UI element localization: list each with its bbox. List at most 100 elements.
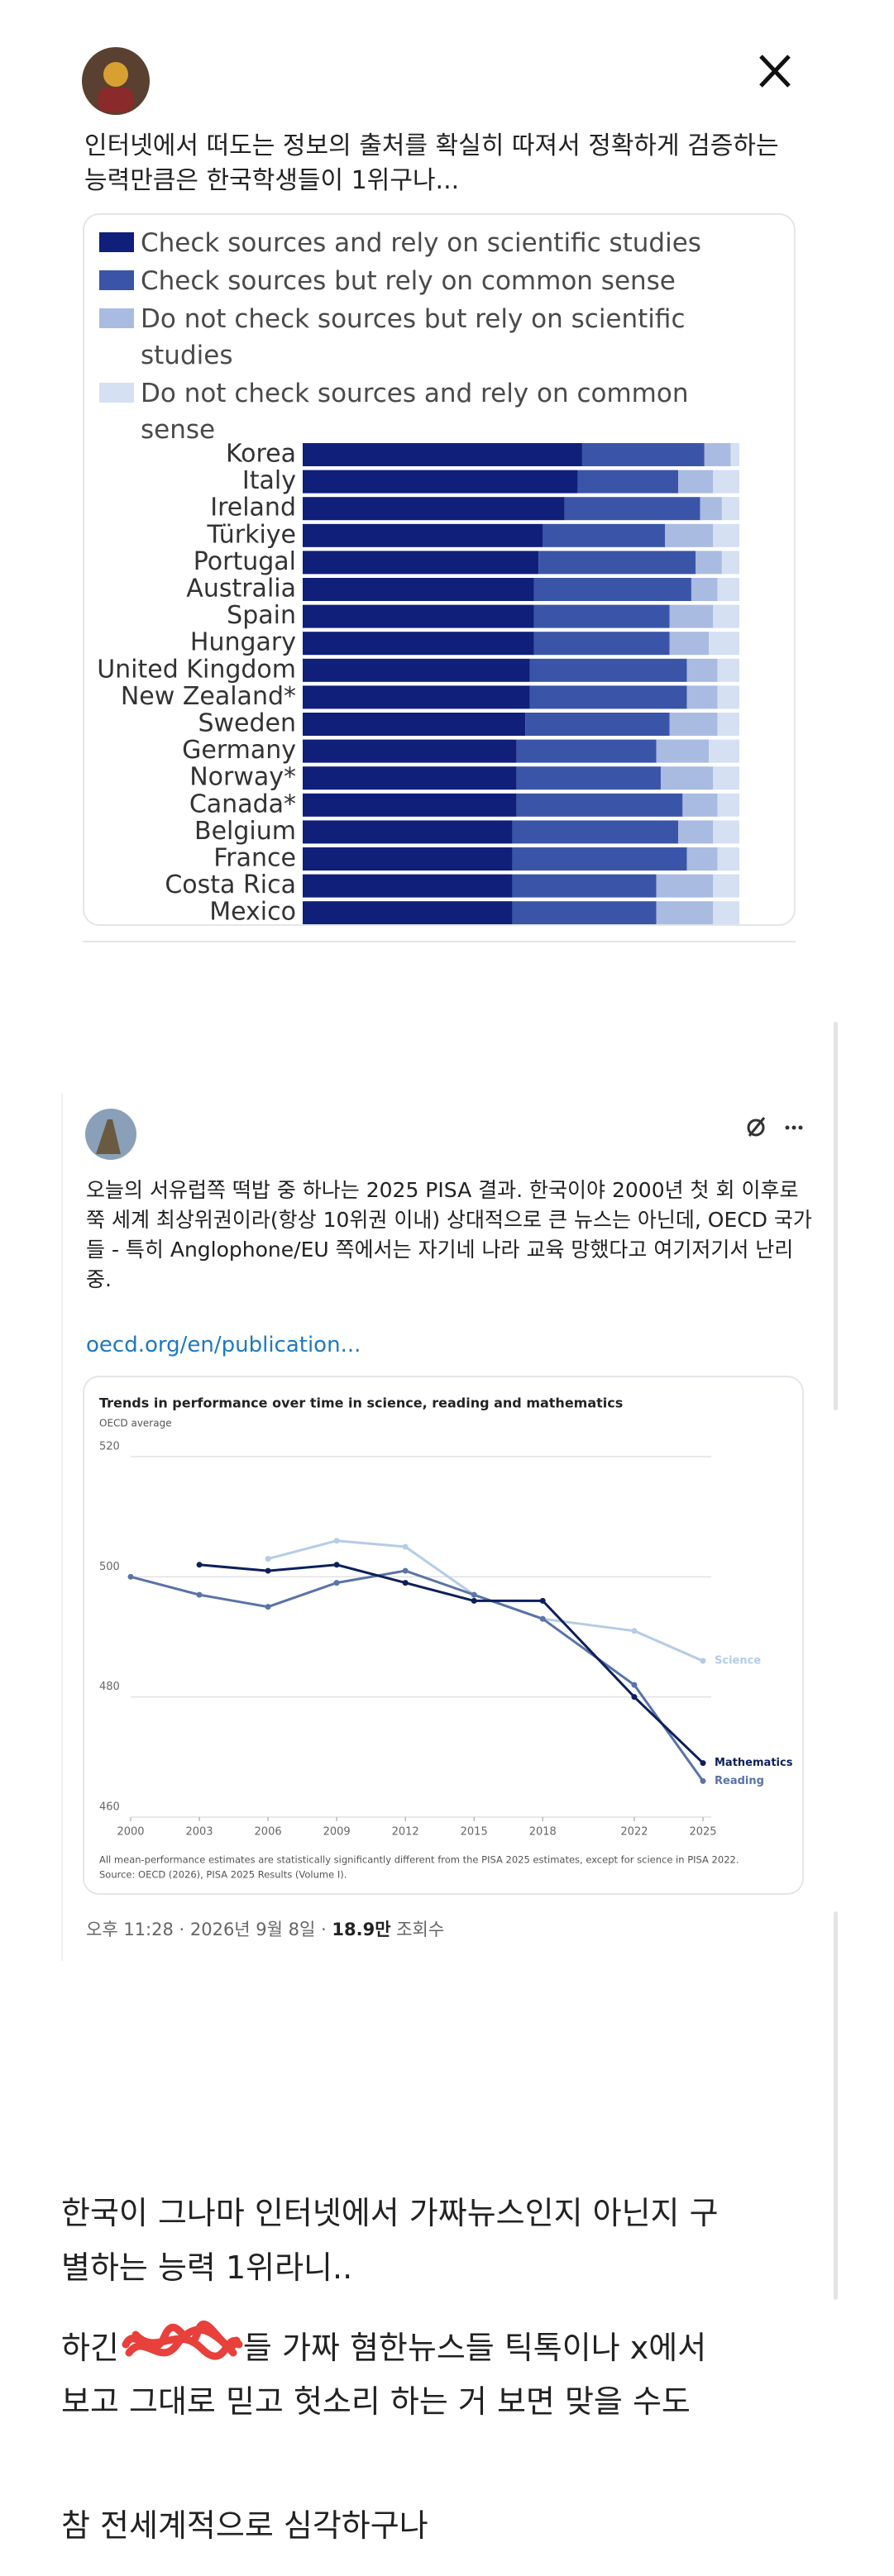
bar-segment <box>669 632 710 656</box>
series-line <box>130 1569 705 1782</box>
bar-segment <box>682 793 718 817</box>
bar-segment <box>717 713 739 736</box>
category-label: Canada* <box>189 789 296 818</box>
bar-segment <box>691 578 718 601</box>
bar-segment <box>713 766 739 790</box>
point <box>631 1694 638 1701</box>
legend-swatch <box>99 308 134 328</box>
point <box>333 1580 340 1586</box>
body-text: 들 가짜 혐한뉴스들 틱톡이나 x에서 <box>242 2329 707 2366</box>
series-label: Science <box>715 1655 761 1667</box>
point <box>700 1658 706 1664</box>
bar-segment <box>303 470 578 494</box>
views-label: 조회수 <box>396 1920 445 1939</box>
category-label: Portugal <box>194 547 296 576</box>
bar-segment <box>512 847 687 871</box>
bar-segment <box>303 578 534 601</box>
chart-subtitle: OECD average <box>99 1418 172 1429</box>
legend-item: Do not check sources and rely on common … <box>99 375 763 448</box>
body-line: 참 전세계적으로 심각하구나 <box>61 2507 428 2544</box>
bar-segment <box>512 874 657 898</box>
point <box>196 1562 203 1568</box>
link[interactable]: oecd.org/en/publication... <box>86 1333 361 1357</box>
bar-segment <box>303 685 530 709</box>
avatar[interactable] <box>84 1108 137 1161</box>
post-icons[interactable] <box>744 1111 827 1144</box>
point <box>265 1567 271 1574</box>
bar-segment <box>543 523 666 547</box>
bar-segment <box>730 443 739 466</box>
bar-segment <box>303 874 513 898</box>
legend-swatch <box>99 270 134 290</box>
point <box>333 1562 340 1568</box>
y-tick-label: 460 <box>99 1801 120 1814</box>
x-tick-label: 2003 <box>185 1826 213 1839</box>
bar-segment <box>303 739 517 763</box>
point <box>700 1760 706 1767</box>
point <box>265 1556 271 1562</box>
bar-segment <box>303 658 530 682</box>
bar-segment <box>713 523 739 547</box>
y-tick-label: 500 <box>99 1561 120 1573</box>
legend-item: Check sources and rely on scientific stu… <box>99 225 763 261</box>
bar-segment <box>516 793 683 817</box>
bar-segment <box>516 739 657 763</box>
y-tick-label: 480 <box>99 1681 120 1693</box>
post-2: 오늘의 서유럽쪽 떡밥 중 하나는 2025 PISA 결과. 한국이야 200… <box>61 1093 832 1961</box>
views: 18.9만 <box>332 1920 391 1939</box>
category-label: Spain <box>227 601 296 630</box>
point <box>196 1591 203 1598</box>
category-label: Mexico <box>209 898 296 924</box>
bar-segment <box>656 874 714 898</box>
datetime: 오후 11:28 · 2026년 9월 8일 · <box>86 1920 327 1939</box>
bar-segment <box>303 443 582 466</box>
chart-title: Trends in performance over time in scien… <box>99 1395 623 1411</box>
x-tick-label: 2025 <box>689 1826 716 1839</box>
point <box>265 1604 271 1610</box>
point <box>631 1682 638 1688</box>
legend-item: Check sources but rely on common sense <box>99 263 763 299</box>
bar-segment <box>538 551 696 575</box>
scrollbar <box>834 1911 838 2300</box>
bar-segment <box>665 523 714 547</box>
bar-segment <box>512 820 679 844</box>
bar-segment <box>669 604 714 628</box>
point <box>631 1628 638 1634</box>
bar-segment <box>717 793 739 817</box>
x-tick-label: 2012 <box>392 1826 419 1839</box>
bar-segment <box>717 578 739 601</box>
legend-swatch <box>99 383 134 403</box>
bar-segment <box>533 632 670 656</box>
bar-segment <box>303 793 517 817</box>
bar-segment <box>512 901 657 924</box>
point <box>539 1597 546 1604</box>
x-tick-label: 2009 <box>323 1826 351 1839</box>
legend-swatch <box>99 232 134 252</box>
scrollbar <box>834 1022 838 1410</box>
bar-segment <box>669 713 718 736</box>
category-label: Australia <box>186 575 296 603</box>
chart: Trends in performance over time in scien… <box>99 1395 793 1881</box>
bar-segment <box>709 739 739 763</box>
category-label: Costa Rica <box>165 871 296 899</box>
category-label: Germany <box>182 736 296 765</box>
category-label: New Zealand* <box>121 682 296 711</box>
legend-label: Check sources but rely on common sense <box>141 266 676 296</box>
y-tick-label: 520 <box>99 1441 120 1453</box>
point <box>539 1615 546 1622</box>
bar-segment <box>713 604 739 628</box>
bar-segment <box>709 632 739 656</box>
x-tick-label: 2018 <box>529 1826 557 1839</box>
x-tick-label: 2022 <box>620 1826 648 1839</box>
bar-segment <box>656 901 714 924</box>
bar-segment <box>303 604 534 628</box>
bar-segment <box>577 470 679 494</box>
x-logo[interactable] <box>758 53 794 89</box>
point <box>333 1538 340 1544</box>
avatar[interactable] <box>81 46 151 116</box>
point <box>402 1567 409 1574</box>
bar-segment <box>686 847 718 871</box>
category-label: France <box>213 844 296 873</box>
legend: Check sources and rely on scientific stu… <box>99 225 763 450</box>
